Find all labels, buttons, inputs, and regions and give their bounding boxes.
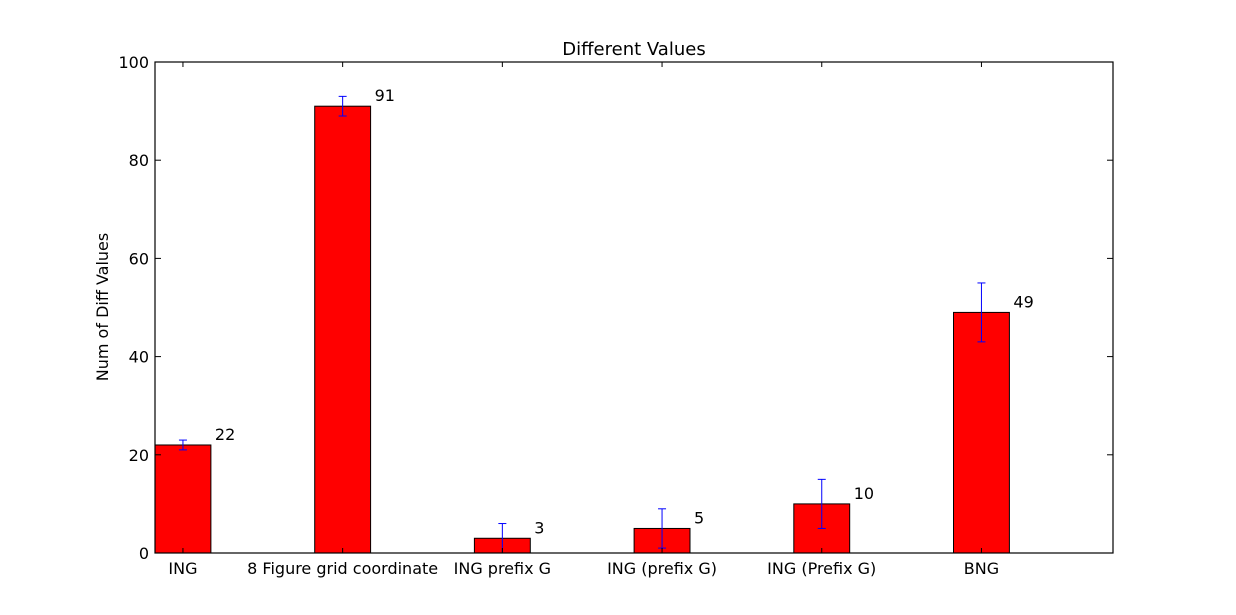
- data-label-0: 22: [215, 425, 235, 444]
- bar-0: [154, 444, 212, 554]
- x-tick-label-5: BNG: [964, 559, 999, 578]
- error-bar-1: [338, 95, 347, 117]
- y-tick-label-4: 80: [129, 151, 149, 170]
- x-tick-label-2: ING prefix G: [454, 559, 551, 578]
- x-tick-label-4: ING (Prefix G): [767, 559, 876, 578]
- chart-title: Different Values: [562, 39, 705, 60]
- y-tick-label-5: 100: [118, 53, 149, 72]
- error-bar-4: [817, 478, 826, 529]
- y-tick-label-1: 20: [129, 446, 149, 465]
- error-bar-0: [178, 439, 187, 451]
- data-label-1: 91: [375, 86, 395, 105]
- y-axis-label: Num of Diff Values: [93, 233, 112, 381]
- data-label-3: 5: [694, 508, 704, 527]
- y-tick-label-0: 0: [139, 544, 149, 563]
- bar-1: [314, 105, 372, 554]
- x-tick-label-3: ING (prefix G): [607, 559, 717, 578]
- plot-frame: [154, 61, 1114, 554]
- data-label-2: 3: [534, 518, 544, 537]
- y-tick-label-2: 40: [129, 348, 149, 367]
- data-label-4: 10: [854, 484, 874, 503]
- bar-5: [953, 311, 1010, 554]
- x-tick-label-1: 8 Figure grid coordinate: [247, 559, 438, 578]
- error-bar-5: [977, 282, 986, 343]
- x-tick-label-0: ING: [168, 559, 197, 578]
- data-label-5: 49: [1013, 292, 1033, 311]
- y-tick-label-3: 60: [129, 249, 149, 268]
